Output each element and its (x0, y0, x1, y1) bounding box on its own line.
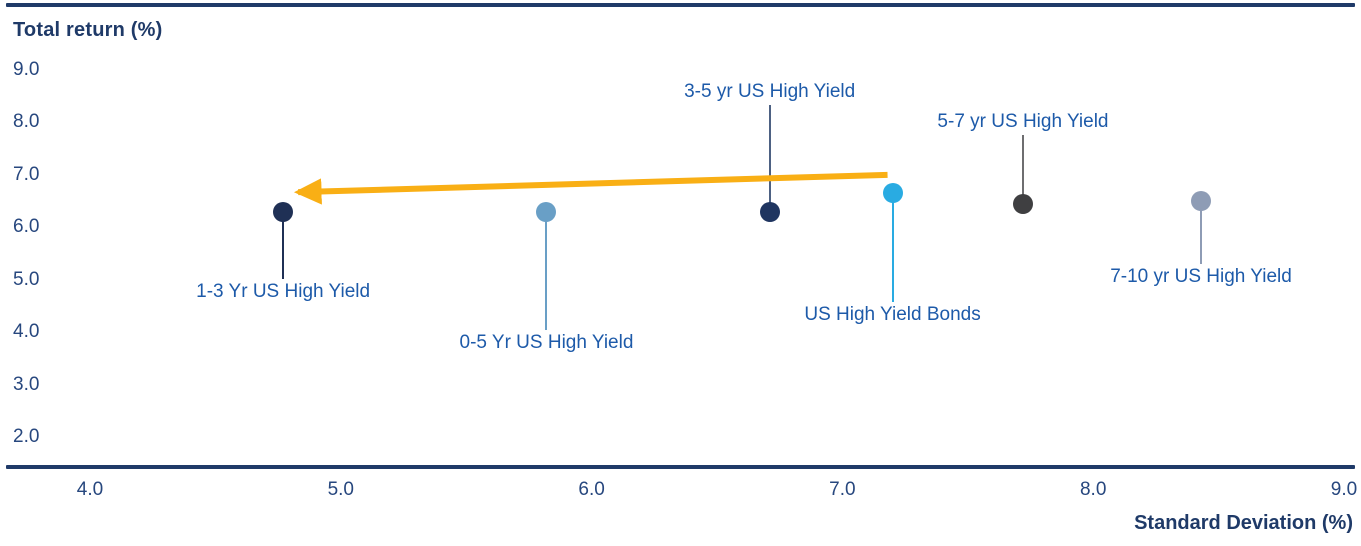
data-point-label: 7-10 yr US High Yield (1110, 266, 1292, 288)
leader-line (1021, 134, 1024, 195)
y-tick-label: 8.0 (13, 111, 40, 133)
data-point-dot (1012, 193, 1033, 214)
data-point-label: 1-3 Yr US High Yield (196, 280, 371, 302)
top-rule (6, 3, 1355, 7)
x-tick-label: 4.0 (76, 479, 104, 500)
leader-line (545, 220, 548, 330)
data-point-dot (273, 201, 294, 222)
data-point-dot (759, 201, 780, 222)
x-tick-label: 5.0 (327, 479, 355, 500)
leader-line (282, 220, 285, 279)
leader-line (768, 104, 771, 203)
y-tick-label: 2.0 (13, 426, 40, 447)
data-point-dot (536, 201, 557, 222)
data-point-label: US High Yield Bonds (804, 304, 981, 326)
x-axis-title: Standard Deviation (%) (1134, 512, 1353, 534)
y-tick-label: 6.0 (13, 216, 40, 238)
y-axis-title: Total return (%) (13, 19, 163, 41)
y-tick-label: 4.0 (13, 321, 40, 343)
y-tick-label: 9.0 (13, 59, 40, 80)
x-axis-line (6, 465, 1355, 469)
y-tick-label: 3.0 (13, 373, 40, 395)
x-tick-label: 9.0 (1330, 479, 1358, 500)
x-tick-label: 8.0 (1079, 479, 1107, 500)
y-tick-label: 5.0 (13, 268, 40, 290)
data-point-label: 5-7 yr US High Yield (937, 110, 1109, 132)
trend-arrow-line (293, 171, 888, 205)
leader-line (891, 202, 894, 303)
leader-line (1200, 210, 1203, 265)
x-tick-label: 6.0 (578, 479, 605, 500)
y-tick-label: 7.0 (13, 163, 40, 185)
x-tick-label: 7.0 (829, 479, 856, 500)
data-point-dot (882, 183, 903, 204)
data-point-label: 0-5 Yr US High Yield (459, 331, 634, 353)
data-point-label: 3-5 yr US High Yield (684, 80, 856, 102)
data-point-dot (1191, 191, 1212, 212)
